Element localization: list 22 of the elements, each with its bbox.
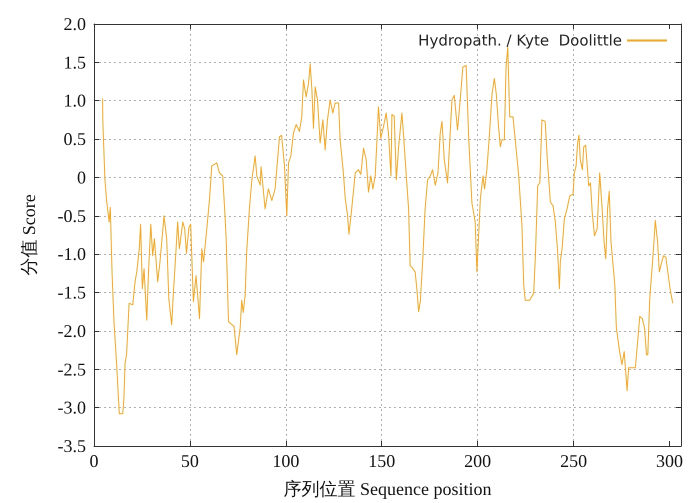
- y-tick-label: -3.5: [58, 436, 86, 456]
- legend-label: Hydropath. / Kyte Doolittle: [418, 32, 622, 50]
- x-tick-label: 150: [368, 451, 396, 471]
- x-tick-label: 50: [180, 451, 199, 471]
- y-tick-label: 1.5: [64, 52, 86, 72]
- y-tick-label: 0.5: [64, 129, 86, 150]
- y-tick-label: -2.5: [58, 359, 86, 380]
- x-tick-label: 300: [656, 451, 683, 471]
- x-tick-label: 200: [464, 451, 492, 471]
- y-tick-label: -2.0: [58, 320, 86, 341]
- y-tick-label: 2.0: [64, 14, 86, 34]
- x-axis-title: 序列位置 Sequence position: [284, 479, 492, 499]
- x-tick-label: 0: [90, 451, 98, 471]
- y-tick-label: 0: [77, 167, 86, 188]
- x-tick-label: 100: [272, 451, 300, 471]
- y-tick-label: 1.0: [64, 90, 86, 111]
- y-tick-label: -1.0: [58, 244, 86, 264]
- y-tick-label: -1.5: [58, 282, 86, 303]
- x-tick-label: 250: [560, 451, 588, 471]
- y-axis-title: 分值 Score: [19, 194, 39, 276]
- y-tick-label: -3.0: [58, 398, 86, 418]
- y-tick-label: -0.5: [58, 206, 86, 226]
